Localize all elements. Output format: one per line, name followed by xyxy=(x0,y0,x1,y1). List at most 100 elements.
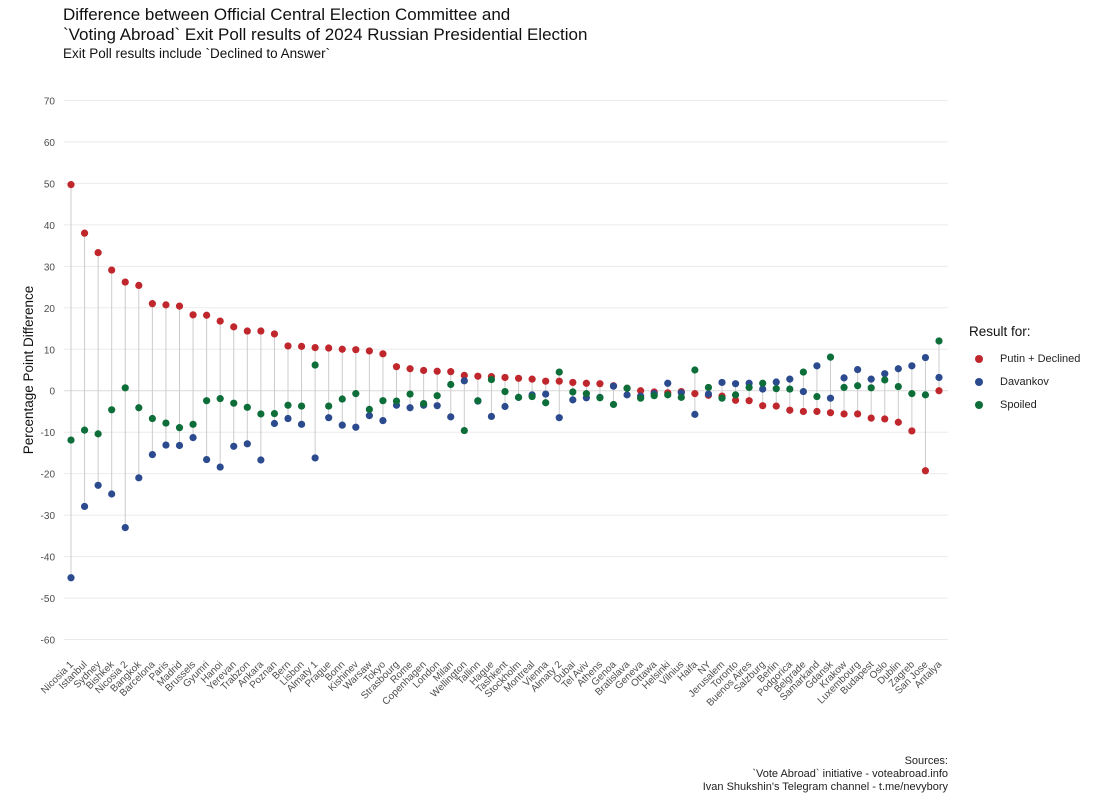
point-putin xyxy=(433,367,441,375)
point-spoiled xyxy=(704,383,713,392)
point-spoiled xyxy=(759,379,767,387)
point-davankov xyxy=(257,456,265,464)
point-spoiled xyxy=(867,384,875,392)
point-spoiled xyxy=(840,383,848,392)
point-spoiled xyxy=(582,390,590,398)
point-spoiled xyxy=(664,391,672,399)
point-spoiled xyxy=(365,405,373,413)
point-putin xyxy=(148,300,156,308)
y-tick-label: -60 xyxy=(41,636,56,647)
point-spoiled xyxy=(189,420,197,428)
point-putin xyxy=(854,410,862,418)
point-davankov xyxy=(731,380,740,388)
point-davankov xyxy=(718,378,726,387)
point-putin xyxy=(840,410,848,418)
point-spoiled xyxy=(460,426,468,435)
point-putin xyxy=(908,427,916,435)
legend-key-davankov xyxy=(975,377,983,386)
point-putin xyxy=(582,379,590,387)
point-spoiled xyxy=(297,402,306,410)
point-spoiled xyxy=(528,392,536,401)
point-spoiled xyxy=(474,397,482,405)
y-tick-label: 10 xyxy=(44,345,56,356)
point-putin xyxy=(121,278,129,286)
point-putin xyxy=(745,397,753,405)
point-davankov xyxy=(406,404,414,412)
point-spoiled xyxy=(175,424,184,432)
y-tick-label: 50 xyxy=(44,179,56,190)
legend-title: Result for: xyxy=(969,324,1031,339)
point-putin xyxy=(325,344,333,352)
point-davankov xyxy=(230,442,238,450)
point-davankov xyxy=(691,410,699,418)
point-davankov xyxy=(609,382,618,390)
y-tick-label: -30 xyxy=(41,511,56,522)
point-davankov xyxy=(921,353,930,362)
point-putin xyxy=(216,317,224,325)
point-putin xyxy=(542,377,550,385)
point-davankov xyxy=(881,370,889,378)
point-spoiled xyxy=(379,397,387,405)
point-davankov xyxy=(487,412,496,421)
point-spoiled xyxy=(542,399,550,407)
point-putin xyxy=(189,311,197,319)
point-spoiled xyxy=(745,383,753,392)
point-davankov xyxy=(325,414,333,422)
point-putin xyxy=(921,467,930,475)
point-spoiled xyxy=(67,436,75,444)
point-spoiled xyxy=(637,394,645,402)
point-spoiled xyxy=(203,397,211,405)
point-putin xyxy=(243,327,251,335)
legend-key-spoiled xyxy=(975,400,983,409)
point-putin xyxy=(786,406,794,414)
point-spoiled xyxy=(406,390,414,398)
legend-item-davankov: Davankov xyxy=(969,370,1080,393)
point-davankov xyxy=(433,402,441,410)
point-putin xyxy=(365,347,373,355)
point-davankov xyxy=(270,419,279,428)
point-davankov xyxy=(542,390,550,398)
point-davankov xyxy=(365,412,373,420)
point-putin xyxy=(894,418,902,426)
point-putin xyxy=(637,387,645,395)
legend-label-davankov: Davankov xyxy=(1000,375,1049,388)
point-putin xyxy=(813,407,821,416)
point-davankov xyxy=(297,420,306,428)
y-tick-label: 60 xyxy=(44,138,56,149)
point-spoiled xyxy=(718,394,726,402)
point-spoiled xyxy=(555,368,563,376)
point-spoiled xyxy=(854,382,862,390)
point-davankov xyxy=(826,394,835,402)
point-spoiled xyxy=(487,375,496,384)
point-putin xyxy=(257,327,265,335)
point-davankov xyxy=(772,378,780,386)
point-spoiled xyxy=(677,393,685,401)
point-davankov xyxy=(67,574,75,582)
point-davankov xyxy=(894,365,902,373)
point-spoiled xyxy=(270,409,279,418)
point-spoiled xyxy=(148,414,156,423)
caption-line-3: Ivan Shukshin's Telegram channel - t.me/… xyxy=(702,781,948,793)
legend-label-spoiled: Spoiled xyxy=(1000,398,1037,411)
point-putin xyxy=(935,387,943,395)
point-putin xyxy=(474,372,482,380)
y-tick-label: -20 xyxy=(41,470,56,481)
point-spoiled xyxy=(772,385,780,393)
point-putin xyxy=(420,366,428,375)
y-axis-title: Percentage Point Difference xyxy=(21,286,36,455)
point-spoiled xyxy=(392,397,401,405)
point-putin xyxy=(175,302,184,310)
point-spoiled xyxy=(311,361,319,369)
point-davankov xyxy=(840,374,848,382)
point-davankov xyxy=(555,414,563,422)
point-putin xyxy=(447,368,455,376)
point-davankov xyxy=(338,421,346,429)
point-putin xyxy=(392,363,401,371)
point-spoiled xyxy=(514,393,523,401)
point-putin xyxy=(135,281,143,289)
point-davankov xyxy=(867,375,875,383)
point-putin xyxy=(80,229,89,237)
point-putin xyxy=(867,414,875,422)
point-davankov xyxy=(243,440,251,448)
